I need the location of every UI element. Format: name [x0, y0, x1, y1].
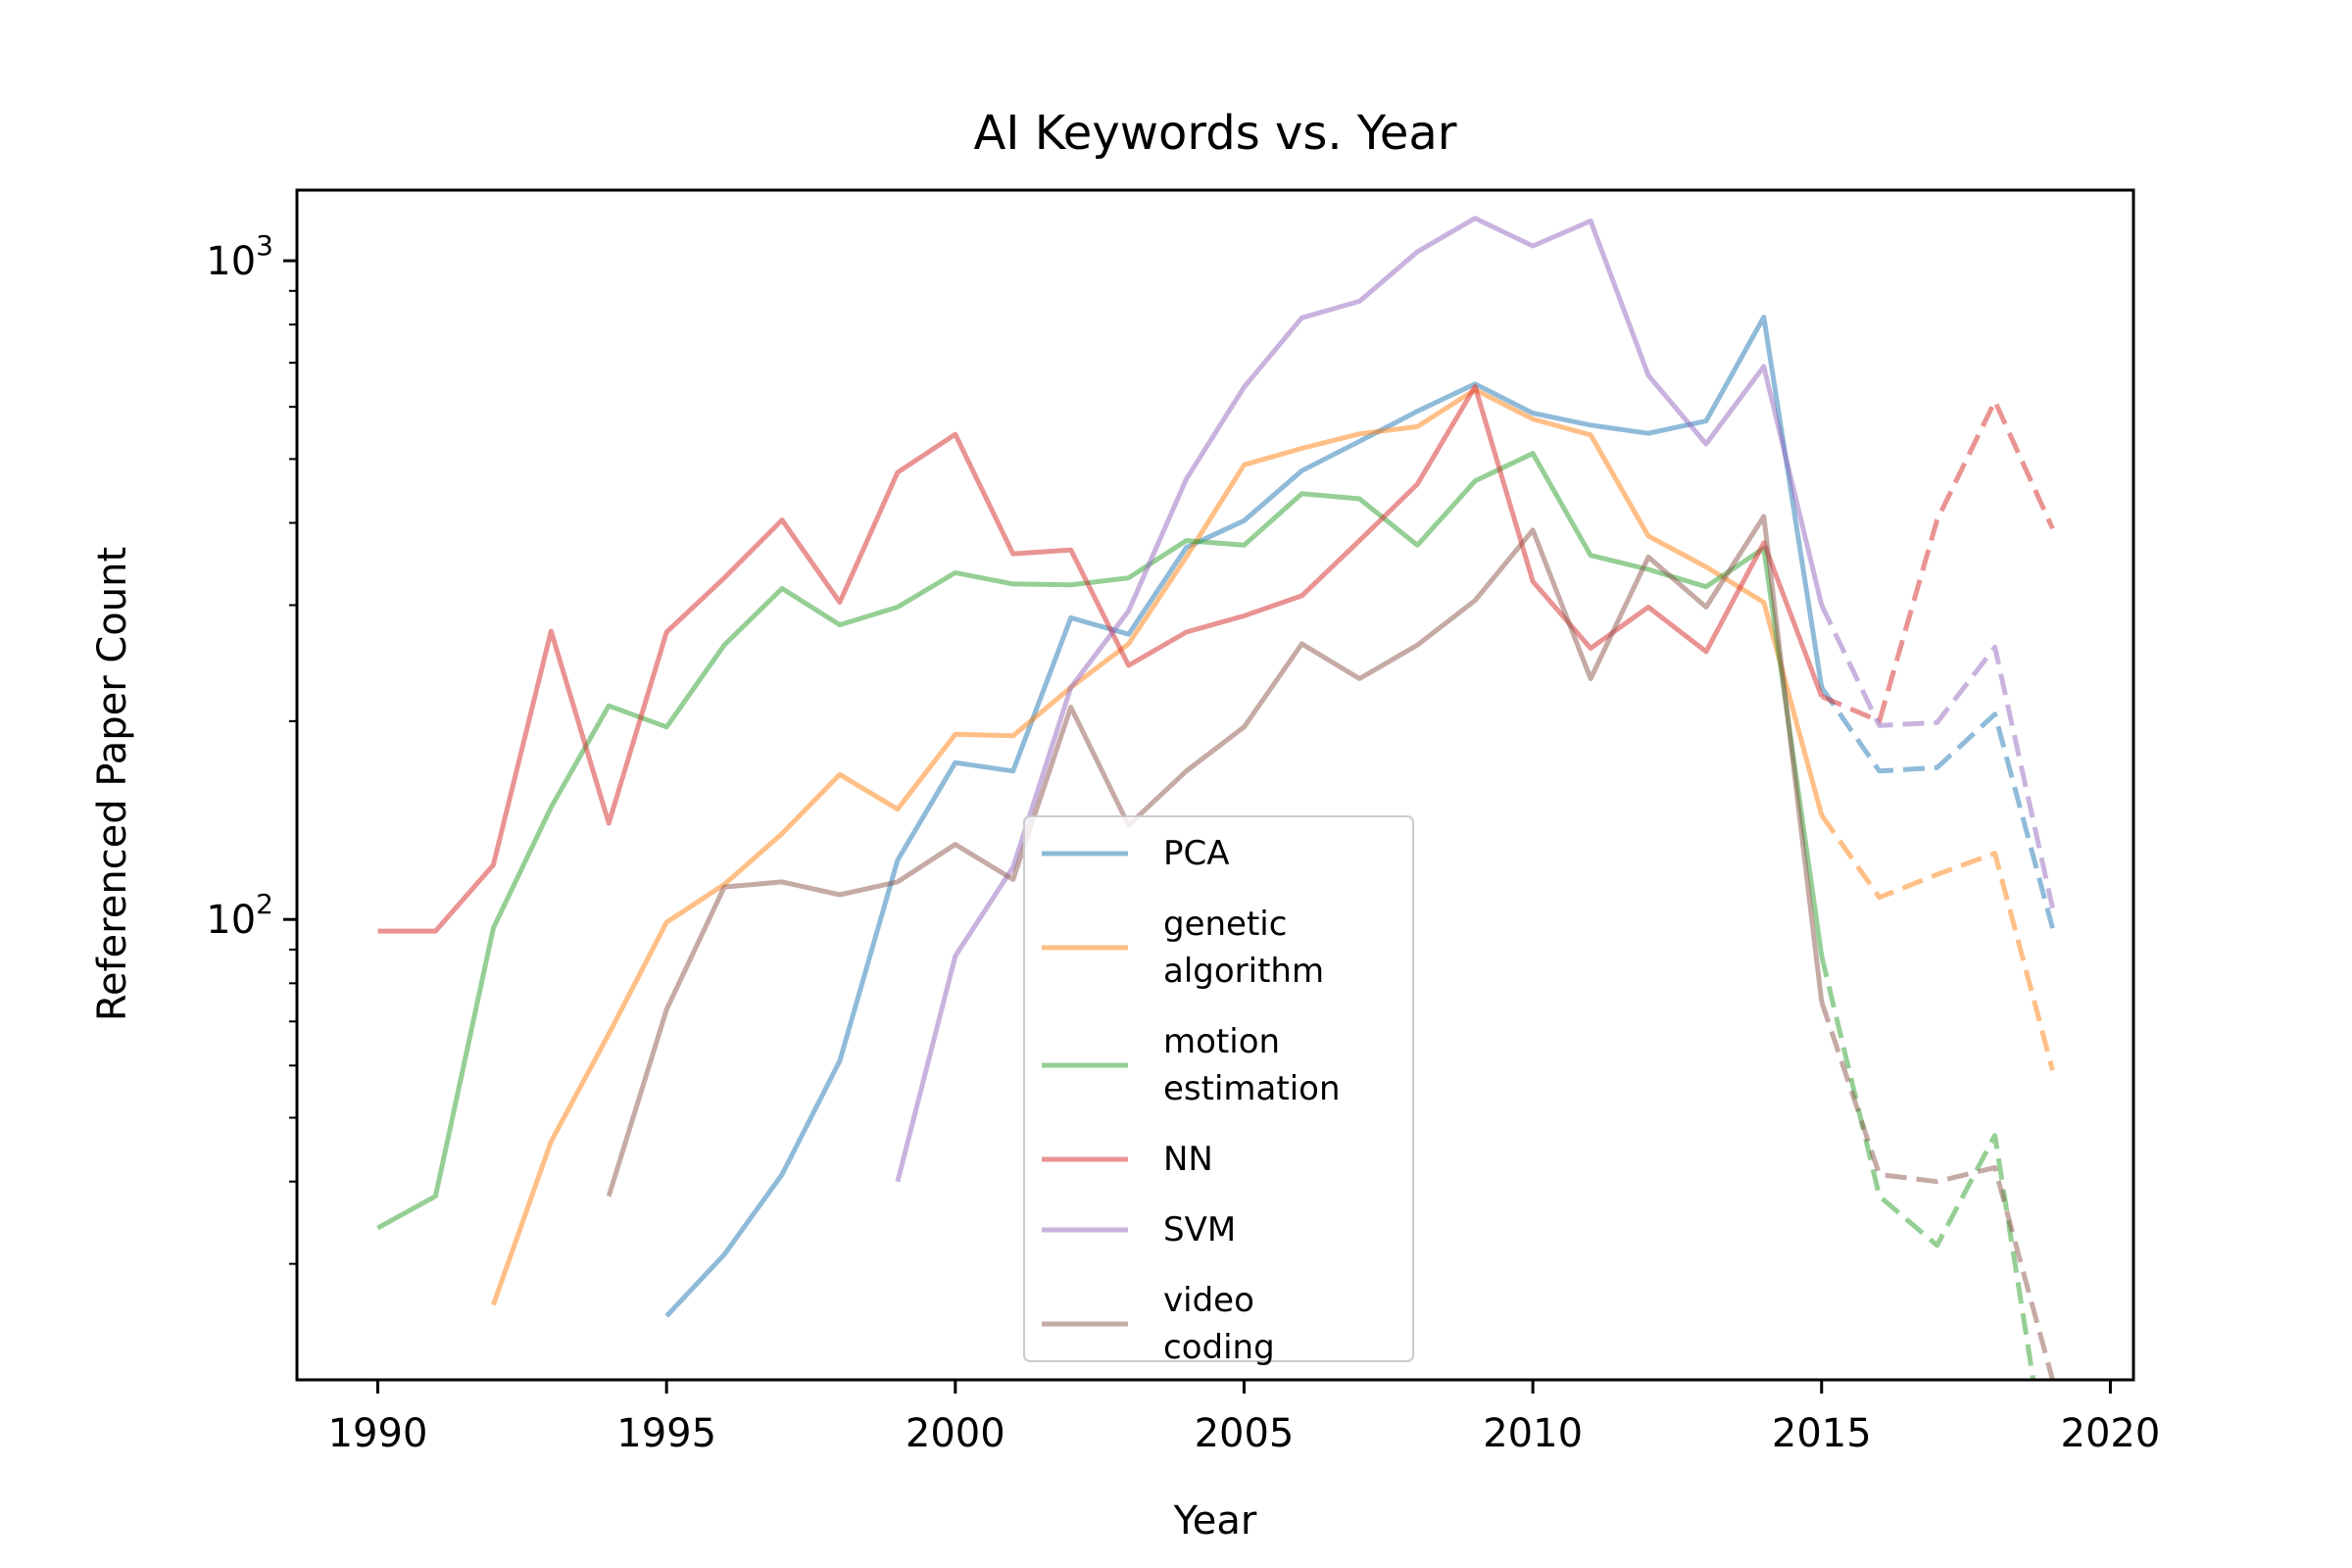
series-line-video-coding [606, 514, 1825, 1198]
series-line-motion-estimation [376, 451, 1825, 1231]
legend-label-pca: PCA [1163, 834, 1230, 873]
series-line-motion-estimation-dashed [1819, 955, 2036, 1380]
legend-box [1023, 815, 1414, 1362]
chart-title: AI Keywords vs. Year [973, 106, 1456, 161]
x-tick-label: 1995 [616, 1411, 716, 1456]
plot-frame [295, 188, 2135, 1382]
x-ticks: 1990 1995 2000 2005 2010 2015 2020 [328, 1380, 2161, 1456]
series-line-genetic-algorithm [491, 387, 1825, 1306]
series-line-svm-dashed [1819, 604, 2055, 909]
x-tick-label: 2015 [1772, 1411, 1872, 1456]
x-tick-label: 2005 [1195, 1411, 1295, 1456]
series-line-pca [664, 315, 1825, 1318]
series-line-nn [377, 384, 1825, 934]
y-axis-label: Referenced Paper Count [90, 547, 135, 1021]
legend-label-video-coding: video coding [1163, 1281, 1275, 1367]
legend-label-nn: NN [1163, 1140, 1213, 1179]
series-line-video-coding-dashed [1819, 1001, 2055, 1380]
series-line-svm [895, 216, 1825, 1183]
legend: PCA genetic algorithm motion estimation NN SVM… [1023, 815, 1414, 1367]
x-tick-label: 2000 [906, 1411, 1005, 1456]
x-tick-label: 1990 [328, 1411, 428, 1456]
x-tick-label: 2020 [2061, 1411, 2161, 1456]
x-axis-label: Year [1173, 1498, 1257, 1544]
x-tick-label: 2010 [1483, 1411, 1583, 1456]
series-line-genetic-algorithm-dashed [1819, 813, 2055, 1071]
series-line-pca-dashed [1819, 686, 2055, 929]
legend-label-genetic-algorithm: genetic algorithm [1163, 905, 1324, 991]
legend-label-svm: SVM [1163, 1210, 1236, 1250]
series-line-nn-dashed [1820, 398, 2055, 724]
series-layer [376, 216, 2055, 1380]
legend-label-motion-estimation: motion estimation [1163, 1022, 1341, 1108]
